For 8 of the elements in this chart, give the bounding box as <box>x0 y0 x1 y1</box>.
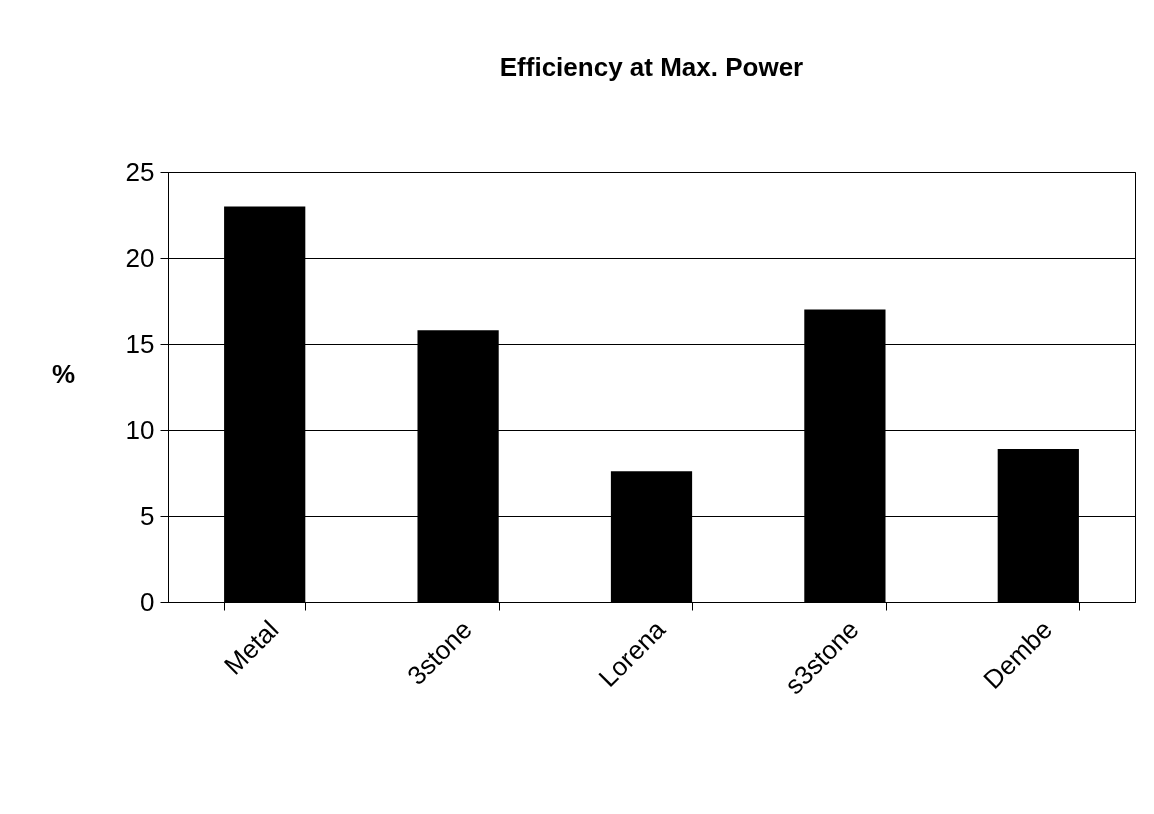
y-tick-label: 5 <box>140 500 155 531</box>
y-tick-label: 10 <box>125 414 155 445</box>
y-tick-label: 20 <box>125 242 155 273</box>
y-tick-label: 0 <box>140 586 155 617</box>
chart-title: Efficiency at Max. Power <box>499 52 804 82</box>
y-tick-label: 15 <box>125 328 155 359</box>
y-axis-title: % <box>51 358 76 389</box>
y-tick-label: 25 <box>125 156 155 187</box>
